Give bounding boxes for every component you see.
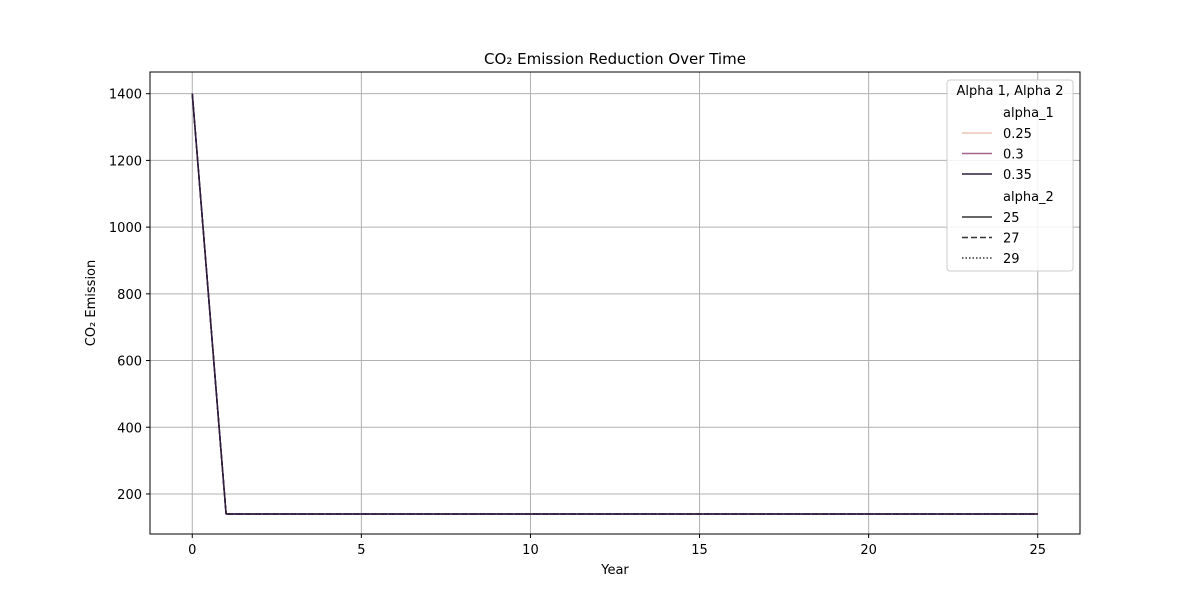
legend-hue-label: 0.35 (1003, 168, 1032, 183)
legend-style-label: 27 (1003, 232, 1020, 247)
legend-hue-label: 0.25 (1003, 127, 1032, 142)
legend-hue-title: alpha_1 (1003, 106, 1054, 121)
y-axis-label: CO₂ Emission (84, 260, 99, 347)
x-axis: 0 5 10 15 20 25 (188, 534, 1046, 558)
x-tick-label: 20 (860, 543, 877, 558)
y-tick-label: 600 (117, 355, 142, 370)
legend-hue-entries: 0.25 0.3 0.35 (962, 127, 1032, 183)
legend-style-entries: 25 27 29 (962, 211, 1020, 267)
legend-title: Alpha 1, Alpha 2 (957, 84, 1064, 99)
chart-title: CO₂ Emission Reduction Over Time (484, 50, 746, 68)
y-axis: 200 400 600 800 1000 1200 1400 (109, 88, 150, 503)
legend-style-label: 29 (1003, 252, 1020, 267)
x-axis-label: Year (600, 563, 629, 578)
y-tick-label: 1200 (109, 154, 142, 169)
y-tick-label: 800 (117, 288, 142, 303)
y-tick-label: 200 (117, 488, 142, 503)
legend-box (946, 79, 1074, 272)
y-tick-label: 1000 (109, 221, 142, 236)
legend: Alpha 1, Alpha 2 alpha_1 0.25 0.3 0.35 alp… (946, 79, 1074, 272)
x-tick-label: 5 (357, 543, 365, 558)
x-tick-label: 0 (188, 543, 196, 558)
series-line-alpha1-0.35-alpha2-29 (191, 93, 1038, 515)
plot-frame (149, 71, 1081, 535)
legend-style-title: alpha_2 (1003, 190, 1054, 205)
plot-lines (191, 93, 1038, 515)
x-tick-label: 10 (522, 543, 539, 558)
x-tick-label: 25 (1029, 543, 1046, 558)
legend-style-label: 25 (1003, 211, 1020, 226)
y-tick-label: 400 (117, 421, 142, 436)
y-tick-label: 1400 (109, 88, 142, 103)
grid (150, 72, 1080, 534)
x-tick-label: 15 (691, 543, 708, 558)
legend-hue-label: 0.3 (1003, 148, 1024, 163)
